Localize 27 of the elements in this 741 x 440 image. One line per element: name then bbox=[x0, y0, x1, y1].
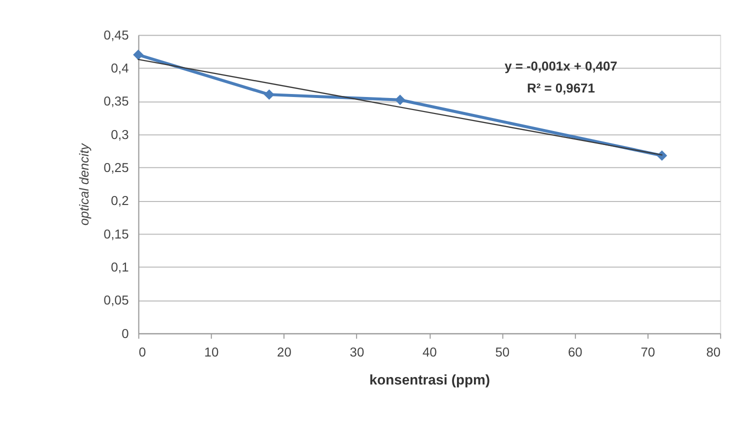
x-tick-label: 0 bbox=[138, 344, 146, 360]
y-tick-label: 0,3 bbox=[110, 126, 129, 142]
y-tick-label: 0,15 bbox=[104, 226, 129, 242]
y-tick-label: 0,45 bbox=[104, 27, 129, 42]
point bbox=[656, 150, 668, 161]
annotation: y = -0,001x + 0,407 bbox=[504, 58, 618, 74]
y-tick-label: 0,35 bbox=[104, 94, 129, 109]
x-axis-title: konsentrasi (ppm) bbox=[369, 372, 490, 388]
y-axis-title: optical dencity bbox=[76, 142, 92, 226]
x-tick-label: 30 bbox=[350, 344, 364, 360]
y-tick-label: 0,25 bbox=[104, 160, 129, 175]
point bbox=[264, 89, 274, 100]
x-tick-label: 80 bbox=[706, 344, 721, 360]
y-tick-label: 0,1 bbox=[110, 259, 129, 274]
y-tick-label: 0,2 bbox=[110, 193, 129, 208]
point bbox=[133, 50, 144, 60]
y-tick-label: 0,05 bbox=[104, 292, 129, 308]
y-tick-label: 0 bbox=[122, 326, 129, 341]
x-tick-label: 40 bbox=[422, 344, 437, 360]
y-tick-label: 0,4 bbox=[110, 60, 129, 76]
x-tick-label: 10 bbox=[204, 344, 219, 360]
x-tick-label: 50 bbox=[495, 344, 510, 360]
x-tick-label: 70 bbox=[640, 344, 656, 360]
annotation: R² = 0,9671 bbox=[527, 80, 595, 96]
x-tick-label: 20 bbox=[277, 344, 292, 360]
x-tick-label: 60 bbox=[568, 344, 582, 360]
point bbox=[394, 94, 406, 106]
